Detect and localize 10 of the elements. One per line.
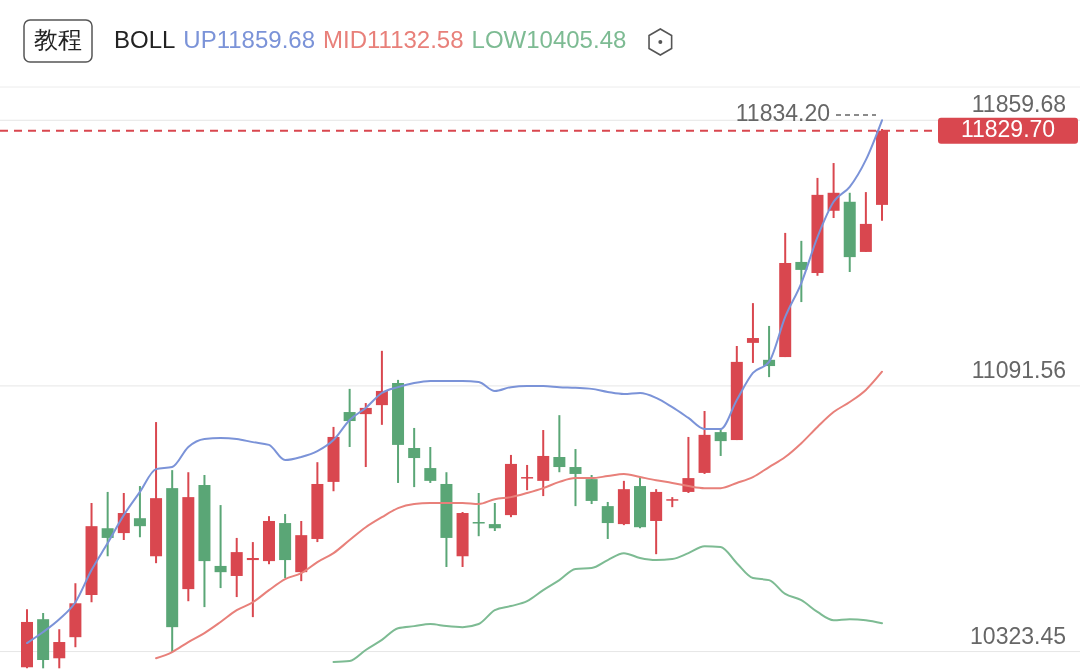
y-tick-label: 11091.56: [971, 356, 1066, 383]
annotation: 11834.20: [735, 100, 830, 127]
y-tick-label: 11859.68: [971, 91, 1066, 118]
text: MID11132.58: [323, 26, 464, 54]
text: UP11859.68: [183, 26, 316, 54]
ref-line-label: 11829.70: [960, 115, 1056, 142]
text: 教程: [34, 26, 82, 54]
legend-title: BOLL: [114, 26, 176, 54]
text: LOW10405.48: [471, 26, 627, 54]
y-tick-label: 10323.45: [970, 622, 1066, 649]
